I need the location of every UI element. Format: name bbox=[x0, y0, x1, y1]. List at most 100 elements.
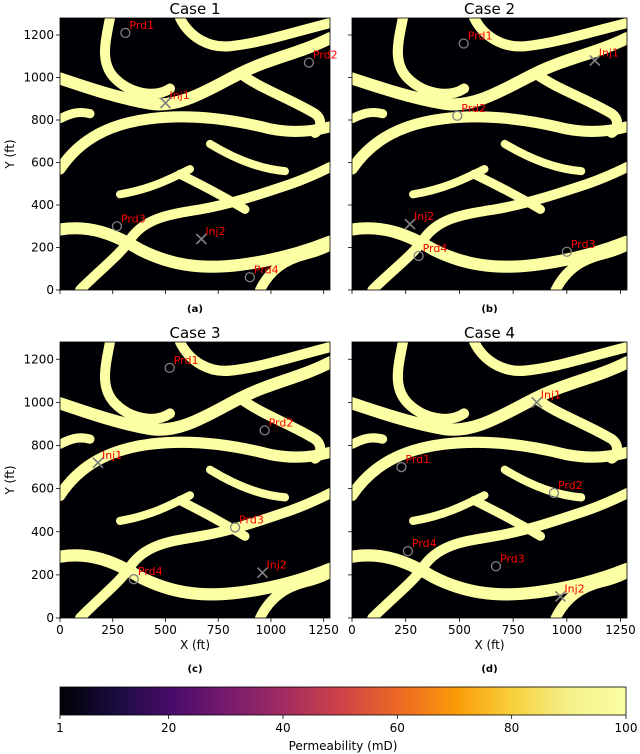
well-label: Prd2 bbox=[558, 479, 583, 492]
well-prd3: Prd3 bbox=[111, 212, 146, 232]
x-tick-label: 1000 bbox=[256, 623, 287, 637]
well-label: Prd3 bbox=[571, 238, 596, 251]
panels-group: Case 1 0 200 400 600 800 1000 1200 Y (ft) (a) Prd1… bbox=[3, 0, 636, 675]
injector-marker bbox=[404, 218, 416, 230]
y-axis-label: Y (ft) bbox=[3, 465, 17, 495]
well-label: Prd4 bbox=[423, 242, 448, 255]
producer-marker bbox=[244, 272, 255, 283]
x-tick-label: 1250 bbox=[605, 623, 636, 637]
well-prd1: Prd1 bbox=[164, 354, 199, 374]
y-tick-label: 600 bbox=[31, 156, 54, 170]
y-tick-label: 200 bbox=[31, 568, 54, 582]
y-tick-label: 1200 bbox=[23, 28, 54, 42]
producer-marker bbox=[229, 522, 241, 533]
x-tick-label: 250 bbox=[101, 623, 124, 637]
subfigure-label: (d) bbox=[481, 664, 497, 675]
well-label: Prd1 bbox=[129, 19, 154, 32]
x-tick-label: 0 bbox=[56, 623, 64, 637]
well-label: Prd4 bbox=[138, 565, 163, 578]
well-prd2: Prd2 bbox=[452, 102, 486, 121]
y-axis-label: Y (ft) bbox=[3, 139, 17, 169]
axes-frame bbox=[59, 341, 331, 619]
well-label: Prd4 bbox=[254, 263, 279, 276]
well-label: Inj2 bbox=[414, 210, 434, 223]
well-inj1: Inj1 bbox=[531, 388, 561, 408]
well-label: Prd1 bbox=[468, 30, 493, 43]
well-inj1: Inj1 bbox=[589, 47, 619, 67]
well-prd3: Prd3 bbox=[561, 238, 596, 257]
well-prd1: Prd1 bbox=[120, 19, 154, 39]
well-prd4: Prd4 bbox=[128, 565, 163, 585]
chart-panel-2: Case 2 (b) Prd1 Inj1 Prd2 Inj2 Prd4 Prd3 bbox=[348, 0, 628, 315]
injector-marker bbox=[589, 54, 601, 67]
colorbar-tick-label: 80 bbox=[504, 721, 519, 735]
well-inj2: Inj2 bbox=[195, 225, 226, 245]
well-label: Inj1 bbox=[541, 388, 561, 401]
x-tick-label: 500 bbox=[154, 623, 177, 637]
injector-marker bbox=[256, 567, 269, 579]
injector-marker bbox=[531, 396, 543, 408]
well-label: Prd3 bbox=[500, 552, 525, 565]
colorbar-label: Permeability (mD) bbox=[289, 739, 398, 753]
well-prd1: Prd1 bbox=[458, 30, 493, 49]
colorbar-tick-label: 1 bbox=[56, 721, 64, 735]
well-prd4: Prd4 bbox=[244, 263, 279, 283]
axes-frame bbox=[59, 17, 331, 291]
y-tick-label: 1000 bbox=[23, 71, 54, 85]
well-inj2: Inj2 bbox=[256, 559, 287, 579]
producer-marker bbox=[259, 425, 270, 436]
well-label: Prd3 bbox=[239, 513, 264, 526]
producer-marker bbox=[303, 57, 315, 68]
colorbar-tick-label: 20 bbox=[161, 721, 176, 735]
well-inj1: Inj1 bbox=[159, 89, 190, 109]
x-tick-label: 750 bbox=[207, 623, 230, 637]
x-tick-label: 1000 bbox=[552, 623, 583, 637]
x-tick-label: 250 bbox=[394, 623, 417, 637]
y-tick-label: 400 bbox=[31, 198, 54, 212]
producer-marker bbox=[396, 461, 407, 473]
producer-marker bbox=[402, 546, 414, 557]
well-prd3: Prd3 bbox=[490, 552, 525, 572]
injector-marker bbox=[92, 457, 104, 469]
y-tick-label: 800 bbox=[31, 113, 54, 127]
well-label: Inj1 bbox=[102, 449, 122, 462]
well-label: Prd3 bbox=[121, 212, 146, 225]
well-prd3: Prd3 bbox=[229, 513, 264, 533]
y-tick-label: 400 bbox=[31, 525, 54, 539]
well-label: Prd2 bbox=[461, 102, 486, 115]
injector-marker bbox=[195, 233, 207, 245]
x-tick-label: 750 bbox=[502, 623, 525, 637]
y-tick-label: 1000 bbox=[23, 395, 54, 409]
producer-marker bbox=[452, 110, 463, 121]
well-label: Inj1 bbox=[169, 89, 189, 102]
panel-title: Case 2 bbox=[464, 0, 515, 18]
chart-panel-3: Case 3 0 200 400 600 800 1000 1200 0 250 500 750 100… bbox=[3, 324, 339, 675]
well-inj2: Inj2 bbox=[554, 582, 585, 603]
well-label: Prd1 bbox=[405, 453, 430, 466]
well-label: Prd1 bbox=[174, 354, 199, 367]
chart-panel-4: Case 4 0 250 500 750 1000 1250 X (ft) (d) Inj1 Prd… bbox=[348, 324, 636, 675]
x-axis-label: X (ft) bbox=[180, 638, 210, 652]
colorbar-tick-label: 60 bbox=[390, 721, 405, 735]
injector-marker bbox=[554, 590, 566, 603]
well-prd4: Prd4 bbox=[413, 242, 448, 262]
subfigure-label: (a) bbox=[187, 304, 203, 315]
colorbar-ticks: 1 20 40 60 80 100 bbox=[56, 715, 637, 735]
producer-marker bbox=[164, 362, 175, 374]
producer-marker bbox=[128, 574, 139, 585]
panel-title: Case 4 bbox=[464, 324, 515, 342]
well-prd4: Prd4 bbox=[402, 537, 437, 557]
y-tick-label: 0 bbox=[46, 611, 54, 625]
x-tick-label: 1250 bbox=[308, 623, 339, 637]
producer-marker bbox=[111, 221, 123, 232]
well-label: Inj2 bbox=[267, 559, 287, 572]
well-label: Prd4 bbox=[412, 537, 437, 550]
producer-marker bbox=[458, 38, 469, 49]
panel-title: Case 3 bbox=[169, 324, 220, 342]
well-prd2: Prd2 bbox=[259, 416, 293, 436]
well-prd2: Prd2 bbox=[303, 49, 338, 68]
y-tick-label: 1200 bbox=[23, 352, 54, 366]
chart-panel-1: Case 1 0 200 400 600 800 1000 1200 Y (ft) (a) Prd1… bbox=[3, 0, 338, 315]
colorbar-gradient bbox=[59, 686, 627, 716]
well-label: Prd2 bbox=[313, 49, 338, 62]
